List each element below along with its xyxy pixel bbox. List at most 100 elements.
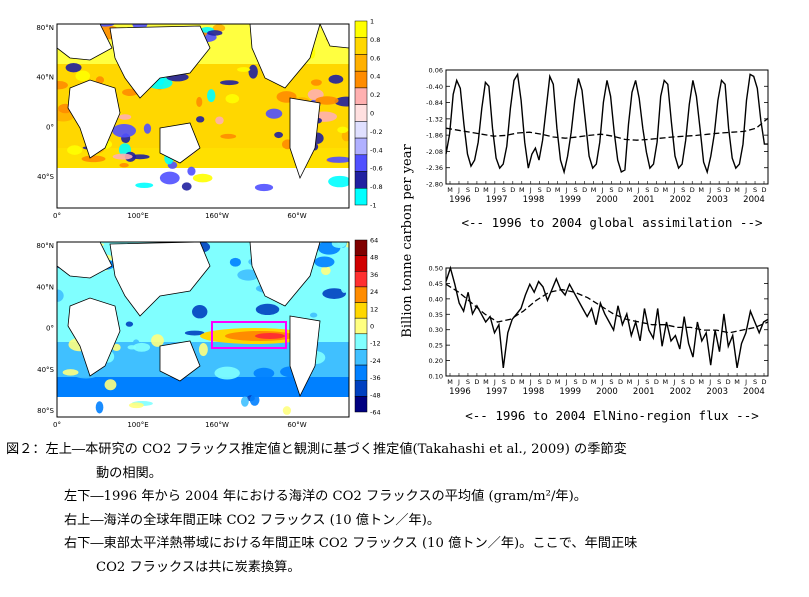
bottom-chart-year-label: 2003 (706, 387, 728, 397)
caption-line-5: 右下―東部太平洋熱帯域における年間正味 CO2 フラックス (10 億トン／年)… (64, 536, 638, 551)
top-map-colorbar-tick: -0.8 (370, 183, 383, 191)
bottom-chart-month-label: M (447, 378, 453, 386)
bottom-chart-month-label: S (681, 378, 685, 386)
bottom-chart-month-label: S (538, 378, 542, 386)
top-chart-month-label: D (654, 186, 659, 194)
top-chart-month-label: M (734, 186, 740, 194)
bottom-map-colorbar-swatch (354, 349, 368, 366)
bottom-map-colorbar-tick: 0 (370, 323, 374, 331)
top-chart-month-label: J (708, 186, 711, 194)
bottom-map-lat-label: 80°S (37, 407, 54, 415)
bottom-map-colorbar-swatch (354, 333, 368, 350)
bottom-chart-month-label: S (717, 378, 721, 386)
bottom-chart-month-label: S (574, 378, 578, 386)
bottom-chart-plot-frame (445, 267, 769, 377)
top-map-colorbar-tick: 0.6 (370, 54, 380, 62)
bottom-chart-month-label: M (698, 378, 704, 386)
top-map-colorbar-tick: 0.8 (370, 36, 380, 44)
top-chart-smoothed-line (445, 117, 769, 141)
bottom-map-lon-label: 60°W (287, 421, 306, 428)
correlation-map: 80°N 40°N 0° 40°S 0° 100°E 160°W 60°W 1 0.8 0.6 0… (36, 18, 383, 220)
top-map-colorbar-tick: 0 (370, 110, 374, 118)
top-chart-month-label: S (753, 186, 757, 194)
top-chart-month-label: D (474, 186, 479, 194)
caption-line-1: 図２：左上―本研究の CO2 フラックス推定値と観測に基づく推定値(Takaha… (6, 442, 627, 457)
bottom-map-lat-label: 0° (46, 325, 54, 333)
top-chart-y-tick: -2.08 (426, 148, 443, 156)
top-chart-month-label: S (645, 186, 649, 194)
bottom-chart-y-tick: 0.10 (429, 373, 443, 381)
bottom-chart-year-label: 2000 (596, 387, 618, 397)
top-map-colorbar-tick: 0.2 (370, 91, 380, 99)
global-assimilation-chart: 0.06 -0.40 -0.84 -1.32 -1.86 -2.08 -2.36 -2.80 M… (426, 67, 769, 205)
bottom-chart-month-label: M (519, 378, 525, 386)
bottom-chart-month-label: D (582, 378, 587, 386)
top-map-colorbar-tick: 0.4 (370, 73, 380, 81)
bottom-map-lat-label: 80°N (36, 242, 54, 250)
top-chart-month-label: J (457, 186, 460, 194)
top-chart-year-label: 2002 (670, 195, 692, 205)
mean-flux-map: 80°N 40°N 0° 40°S 80°S 0° 100°E 160°W 60°W 64 48… (36, 237, 381, 429)
caption-line-6: CO2 フラックスは共に炭素換算。 (96, 559, 301, 575)
bottom-chart-month-label: D (761, 378, 766, 386)
top-chart-month-label: S (502, 186, 506, 194)
top-chart-month-label: S (717, 186, 721, 194)
top-map-colorbar-swatch (354, 137, 368, 156)
bottom-chart-month-label: J (493, 378, 496, 386)
top-chart-year-label: 1998 (523, 195, 545, 205)
bottom-chart-y-tick: 0.45 (429, 280, 443, 288)
bottom-map-colorbar-tick: -12 (370, 340, 381, 348)
bottom-chart-month-label: J (457, 378, 460, 386)
bottom-map-colorbar-tick: -48 (370, 391, 381, 399)
bottom-chart-y-tick: 0.40 (429, 295, 443, 303)
top-map-colorbar-tick: 1 (370, 18, 374, 26)
bottom-map-colorbar-swatch (354, 302, 368, 319)
bottom-chart-month-label: D (726, 378, 731, 386)
top-chart-month-label: S (681, 186, 685, 194)
elnino-flux-chart: 0.500.450.400.350.300.250.200.10M J S D M J S D… (429, 265, 769, 397)
top-chart-month-label: J (744, 186, 747, 194)
bottom-chart-month-label: D (510, 378, 515, 386)
top-chart-y-tick: -2.80 (426, 181, 443, 189)
bottom-chart-month-label: M (483, 378, 489, 386)
bottom-map-colorbar-swatch (354, 380, 368, 397)
top-chart-month-label: J (493, 186, 496, 194)
bottom-map-colorbar-swatch (354, 255, 368, 272)
top-map-lon-label: 100°E (127, 212, 148, 220)
bottom-chart-month-label: D (690, 378, 695, 386)
top-chart-month-label: M (663, 186, 669, 194)
bottom-chart-month-label: D (654, 378, 659, 386)
bottom-chart-year-label: 2004 (743, 387, 765, 397)
top-chart-month-label: J (529, 186, 532, 194)
elnino-flux-caption: <-- 1996 to 2004 ElNino-region flux --> (465, 408, 759, 423)
top-chart-month-label: S (574, 186, 578, 194)
bottom-map-colorbar-tick: 24 (370, 288, 378, 296)
bottom-map-colorbar-tick: -36 (370, 374, 381, 382)
global-assimilation-caption: <-- 1996 to 2004 global assimilation --> (461, 215, 762, 230)
bottom-chart-y-tick: 0.50 (429, 265, 443, 273)
top-map-colorbar-swatch (354, 37, 368, 55)
top-map-lon-label: 60°W (287, 212, 306, 220)
bottom-map-lat-label: 40°S (37, 366, 54, 374)
top-chart-month-label: D (726, 186, 731, 194)
top-map-colorbar-swatch (354, 121, 368, 139)
bottom-chart-month-label: D (546, 378, 551, 386)
top-chart-month-label: D (761, 186, 766, 194)
top-chart-month-label: M (698, 186, 704, 194)
top-chart-y-tick: -1.32 (426, 115, 443, 123)
top-chart-month-label: J (565, 186, 568, 194)
top-chart-month-label: D (510, 186, 515, 194)
top-chart-month-label: S (609, 186, 613, 194)
top-chart-y-tick: -0.40 (426, 83, 443, 91)
bottom-chart-month-label: M (555, 378, 561, 386)
bottom-map-lon-label: 160°W (205, 421, 229, 428)
bottom-chart-month-label: S (645, 378, 649, 386)
bottom-map-lat-label: 40°N (36, 283, 54, 291)
top-chart-month-label: J (636, 186, 639, 194)
bottom-chart-month-label: S (753, 378, 757, 386)
bottom-chart-y-tick: 0.30 (429, 326, 443, 334)
top-chart-year-label: 2004 (743, 195, 765, 205)
top-map-lat-label: 80°N (36, 24, 54, 32)
top-chart-year-label: 2001 (633, 195, 655, 205)
bottom-chart-year-label: 1996 (449, 387, 471, 397)
